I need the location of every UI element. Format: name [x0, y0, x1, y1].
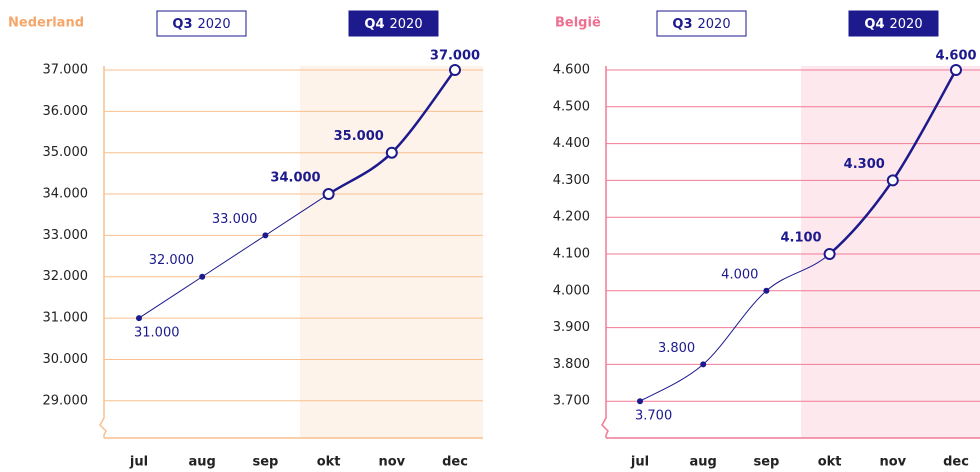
period-box	[848, 10, 939, 37]
period-label: Q3 2020	[672, 17, 730, 32]
period-quarter: Q3	[672, 17, 692, 32]
point	[385, 146, 398, 159]
point	[886, 174, 899, 187]
x-tick-label: sep	[753, 455, 779, 470]
period-box	[656, 10, 747, 37]
period-year: 2020	[390, 17, 423, 32]
value-label: 4.100	[780, 231, 821, 246]
y-tick-label: 3.900	[553, 320, 590, 335]
y-tick-label: 4.300	[553, 173, 590, 188]
value-label: 4.600	[935, 49, 976, 64]
period-shade	[300, 66, 483, 438]
x-tick-label: aug	[189, 455, 216, 470]
point	[637, 398, 643, 405]
value-label: 31.000	[134, 326, 180, 341]
period-label: Q3 2020	[172, 17, 230, 32]
y-tick-label: 30.000	[43, 352, 89, 367]
y-tick-label: 3.700	[553, 394, 590, 409]
period-year: 2020	[198, 17, 231, 32]
y-axis	[601, 66, 609, 438]
value-label: 4.300	[844, 157, 885, 172]
x-tick-label: okt	[818, 455, 842, 470]
point	[322, 188, 335, 201]
point	[823, 248, 836, 260]
period-quarter: Q4	[864, 17, 884, 32]
y-tick-label: 35.000	[43, 145, 89, 160]
value-label: 35.000	[334, 129, 384, 144]
line-q3	[138, 193, 329, 319]
y-axis	[99, 66, 107, 438]
y-tick-label: 4.100	[553, 247, 590, 262]
y-tick-label: 29.000	[43, 393, 89, 408]
period-quarter: Q3	[172, 17, 192, 32]
x-tick-label: dec	[943, 455, 969, 470]
value-label: 32.000	[149, 253, 195, 268]
point	[950, 64, 962, 76]
period-quarter: Q4	[364, 17, 384, 32]
point	[136, 315, 142, 322]
y-tick-label: 3.800	[553, 357, 590, 372]
x-tick-label: nov	[879, 455, 906, 470]
point	[199, 273, 206, 280]
x-tick-label: aug	[690, 455, 717, 470]
period-year: 2020	[890, 17, 923, 32]
period-box	[348, 10, 439, 37]
y-tick-label: 32.000	[43, 269, 89, 284]
period-box	[156, 10, 247, 37]
x-tick-label: sep	[252, 455, 278, 470]
y-tick-label: 31.000	[43, 311, 89, 326]
y-tick-label: 37.000	[43, 63, 89, 78]
y-tick-label: 34.000	[43, 187, 89, 202]
point	[763, 287, 770, 294]
value-label: 3.700	[635, 409, 672, 424]
line-q3	[639, 253, 830, 402]
y-tick-label: 4.200	[553, 210, 590, 225]
y-tick-label: 36.000	[43, 104, 89, 119]
x-tick-label: okt	[317, 455, 341, 470]
y-tick-label: 33.000	[43, 228, 89, 243]
point	[262, 232, 269, 239]
value-label: 4.000	[721, 267, 758, 282]
period-label: Q4 2020	[364, 17, 422, 32]
y-tick-label: 4.600	[553, 63, 590, 78]
value-label: 3.800	[658, 341, 695, 356]
y-tick-label: 4.500	[553, 99, 590, 114]
chart-title: België	[555, 16, 601, 31]
y-tick-label: 4.000	[553, 283, 590, 298]
x-tick-label: jul	[129, 455, 148, 470]
period-year: 2020	[698, 17, 731, 32]
x-tick-label: jul	[630, 455, 649, 470]
point	[449, 64, 461, 76]
value-label: 37.000	[430, 49, 480, 64]
point	[700, 361, 707, 368]
value-label: 34.000	[270, 171, 320, 186]
period-label: Q4 2020	[864, 17, 922, 32]
value-label: 33.000	[212, 212, 258, 227]
x-tick-label: nov	[378, 455, 405, 470]
y-tick-label: 4.400	[553, 136, 590, 151]
x-tick-label: dec	[442, 455, 468, 470]
chart-title: Nederland	[8, 16, 84, 31]
